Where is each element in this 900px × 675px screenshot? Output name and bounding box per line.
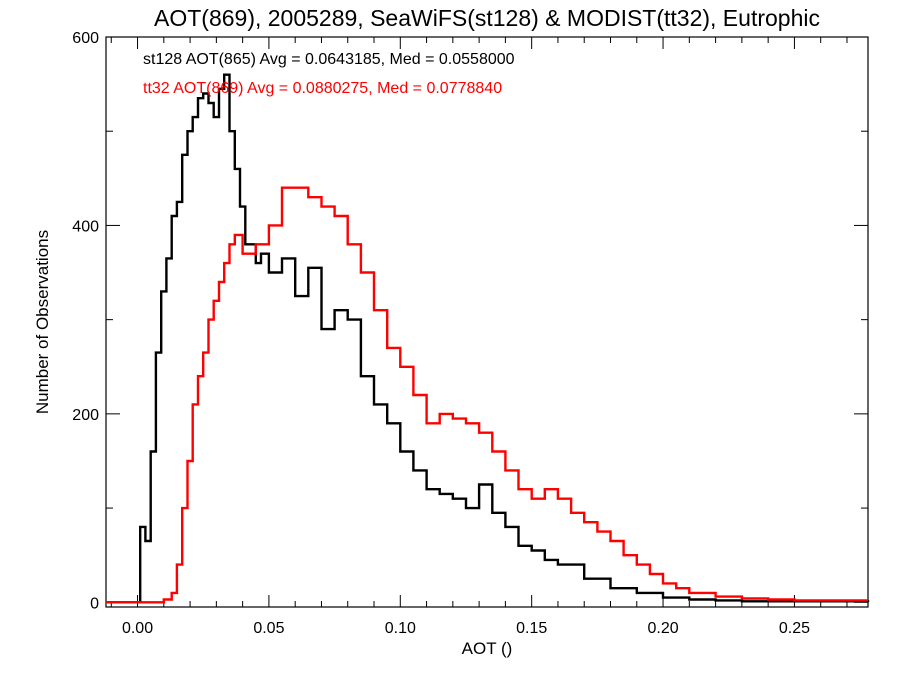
x-tick-label: 0.00: [122, 620, 153, 637]
series-group: [106, 73, 870, 604]
plot-frame: [105, 36, 869, 608]
stats-annotation: st128 AOT(865) Avg = 0.0643185, Med = 0.…: [143, 51, 515, 68]
x-tick-label: 0.25: [779, 620, 810, 637]
x-axis-label: AOT (): [462, 639, 513, 658]
annotations: st128 AOT(865) Avg = 0.0643185, Med = 0.…: [143, 51, 515, 97]
y-axis-label: Number of Observations: [33, 230, 52, 414]
x-tick-label: 0.15: [516, 620, 547, 637]
y-tick-label: 0: [90, 595, 99, 612]
series-line-black: [106, 73, 870, 604]
series-line-red: [106, 186, 868, 604]
chart-title: AOT(869), 2005289, SeaWiFS(st128) & MODI…: [154, 5, 820, 31]
x-tick-label: 0.05: [253, 620, 284, 637]
x-tick-label: 0.10: [385, 620, 416, 637]
stats-annotation: tt32 AOT(869) Avg = 0.0880275, Med = 0.0…: [143, 80, 502, 97]
y-tick-label: 400: [72, 218, 99, 235]
y-tick-label: 200: [72, 407, 99, 424]
x-tick-label: 0.20: [647, 620, 678, 637]
y-tick-label: 600: [72, 30, 99, 47]
